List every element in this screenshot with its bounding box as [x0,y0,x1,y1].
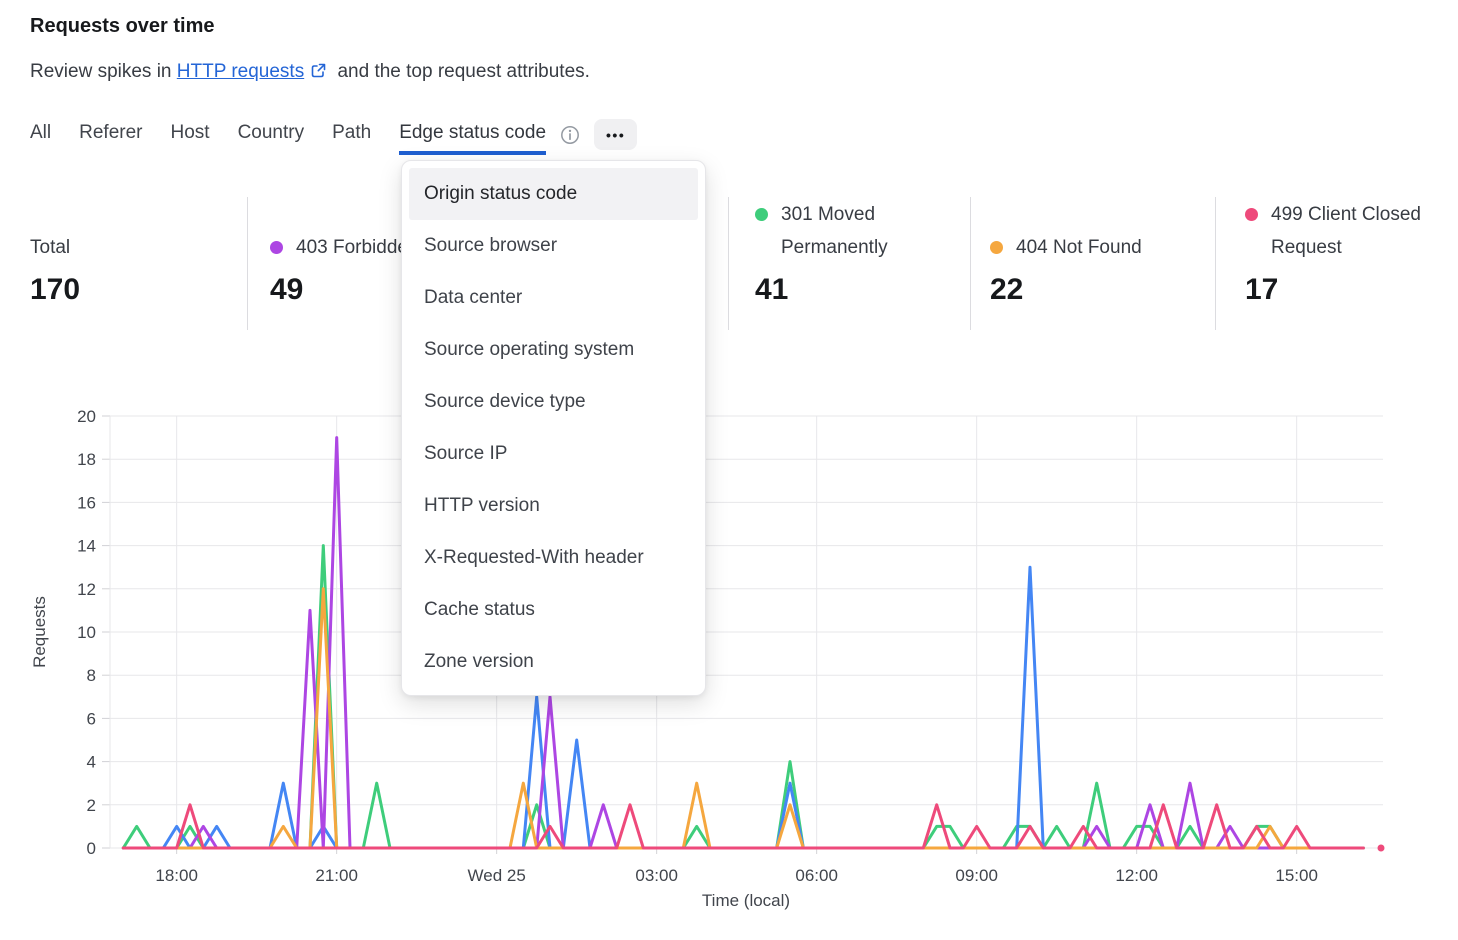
stat-value: 22 [990,273,1024,306]
tab-country[interactable]: Country [237,122,305,143]
svg-text:15:00: 15:00 [1275,866,1318,885]
stat-card-404-not-found: 404 Not Found 22 [990,197,1195,307]
svg-text:09:00: 09:00 [955,866,998,885]
tab-host[interactable]: Host [170,122,210,143]
stat-card-total: Total 170 [30,197,220,307]
series-dot-403 [270,241,283,254]
series-dot-404 [990,241,1003,254]
stat-value: 41 [755,273,789,306]
series-dot-499 [1245,208,1258,221]
stat-label: 403 Forbidden [296,237,419,258]
svg-text:18: 18 [77,450,96,469]
stat-divider [728,197,729,330]
svg-text:2: 2 [87,796,96,815]
http-requests-link[interactable]: HTTP requests [176,61,305,82]
svg-text:12:00: 12:00 [1115,866,1158,885]
stat-divider [1215,197,1216,330]
svg-text:06:00: 06:00 [795,866,838,885]
svg-text:Requests: Requests [30,596,49,668]
menu-item-origin-status-code[interactable]: Origin status code [409,168,698,220]
svg-text:18:00: 18:00 [155,866,198,885]
menu-item-source-operating-system[interactable]: Source operating system [424,339,635,360]
menu-item-http-version[interactable]: HTTP version [424,495,540,516]
stat-card-403-forbidden: 403 Forbidden 49 [270,197,486,307]
series-dot-301 [755,208,768,221]
stat-value: 170 [30,273,81,306]
tab-all[interactable]: All [30,122,52,143]
stat-value: 49 [270,273,304,306]
tab-edge-status-code[interactable]: Edge status code [399,122,547,155]
menu-item-x-requested-with-header[interactable]: X-Requested-With header [424,547,644,568]
svg-text:21:00: 21:00 [315,866,358,885]
svg-text:Time (local): Time (local) [702,891,790,910]
svg-text:20: 20 [77,407,96,426]
svg-text:03:00: 03:00 [635,866,678,885]
menu-item-zone-version[interactable]: Zone version [424,651,534,672]
stat-label: Total [30,237,71,258]
svg-text:Wed 25: Wed 25 [468,866,526,885]
subtitle-suffix: and the top request attributes. [332,61,590,82]
menu-item-source-browser[interactable]: Source browser [424,235,558,256]
external-link-icon [311,62,326,84]
menu-item-cache-status[interactable]: Cache status [424,599,535,620]
svg-text:4: 4 [87,753,96,772]
stat-label: 499 Client Closed Request [1271,204,1421,258]
svg-text:14: 14 [77,537,96,556]
attribute-dropdown-menu: Origin status code Source browser Data c… [401,160,706,696]
menu-item-source-device-type[interactable]: Source device type [424,391,586,412]
stat-label: 301 Moved Permanently [781,204,888,258]
page-subtitle: Review spikes in HTTP requests and the t… [30,60,590,84]
svg-text:12: 12 [77,580,96,599]
requests-over-time-chart: 0 2 4 6 8 10 12 14 16 18 20 18:00 21:00 Wed 25 03:00 06… [0,370,1458,940]
page-title: Requests over time [30,15,215,37]
info-icon[interactable] [560,125,580,151]
svg-text:8: 8 [87,666,96,685]
svg-text:10: 10 [77,623,96,642]
menu-item-data-center[interactable]: Data center [424,287,523,308]
attribute-tabs: All Referer Host Country Path Edge statu… [30,119,638,155]
more-attributes-button[interactable]: ••• [594,119,638,150]
tab-referer[interactable]: Referer [79,122,143,143]
svg-text:16: 16 [77,493,96,512]
stat-value: 17 [1245,273,1279,306]
stat-card-499-client-closed-request: 499 Client Closed Request 17 [1245,197,1435,307]
tab-path[interactable]: Path [332,122,372,143]
stat-label: 404 Not Found [1016,237,1142,258]
stat-card-301-moved-permanently: 301 Moved Permanently 41 [755,197,951,307]
svg-text:6: 6 [87,709,96,728]
line-chart-canvas: 0 2 4 6 8 10 12 14 16 18 20 18:00 21:00 Wed 25 03:00 06… [30,407,1385,910]
subtitle-prefix: Review spikes in [30,61,177,82]
stat-divider [247,197,248,330]
svg-text:0: 0 [87,839,96,858]
menu-item-source-ip[interactable]: Source IP [424,443,508,464]
stat-divider [970,197,971,330]
